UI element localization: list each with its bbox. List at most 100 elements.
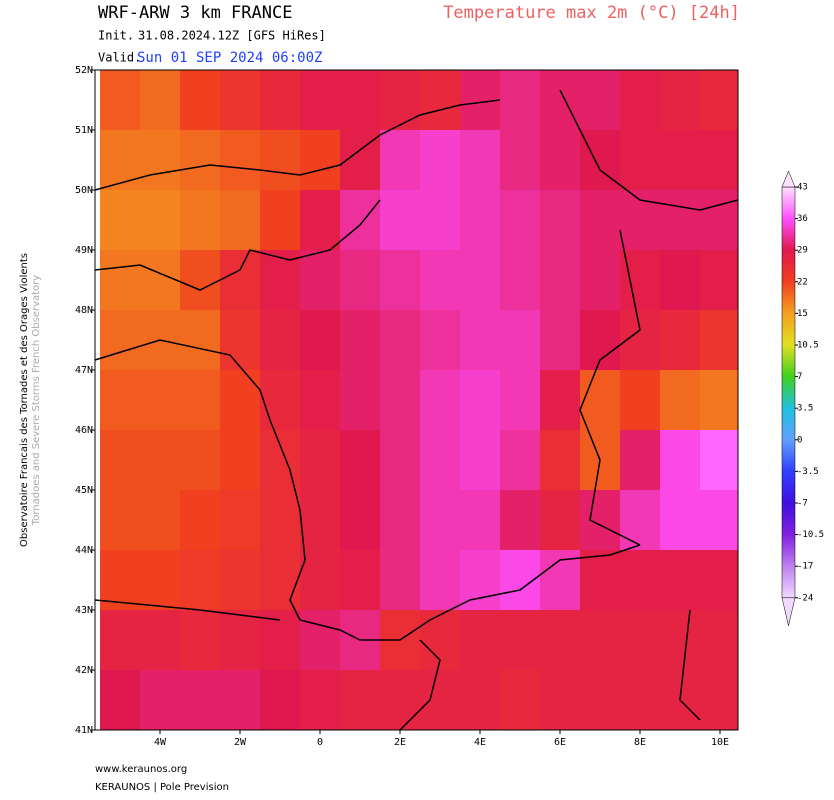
- side-text: Tornadoes and Severe Storms French Obser…: [31, 275, 42, 526]
- colorbar-tick-label: 22: [797, 277, 808, 287]
- field-cell: [380, 490, 420, 550]
- field-cell: [660, 70, 700, 130]
- field-cell: [420, 370, 460, 430]
- field-cell: [300, 310, 340, 370]
- y-tick-label: 49N: [75, 245, 93, 256]
- field-cell: [180, 310, 220, 370]
- field-cell: [660, 190, 700, 250]
- field-cell: [140, 370, 180, 430]
- parameter-title: Temperature max 2m (°C) [24h]: [443, 3, 740, 23]
- field-cell: [100, 310, 140, 370]
- field-cell: [660, 310, 700, 370]
- field-cell: [460, 670, 500, 730]
- field-cell: [620, 550, 660, 610]
- field-cell: [420, 250, 460, 310]
- field-cell: [260, 310, 300, 370]
- field-cell: [100, 250, 140, 310]
- field-cell: [340, 670, 380, 730]
- field-cell: [540, 490, 580, 550]
- field-cell: [500, 130, 540, 190]
- field-cell: [100, 370, 140, 430]
- field-cell: [220, 370, 260, 430]
- field-cell: [660, 550, 700, 610]
- field-cell: [140, 550, 180, 610]
- field-cell: [460, 70, 500, 130]
- colorbar-tick-label: 36: [797, 214, 808, 224]
- field-cell: [180, 190, 220, 250]
- field-cell: [100, 610, 140, 670]
- field-cell: [700, 190, 738, 250]
- field-cell: [540, 610, 580, 670]
- field-cell: [540, 250, 580, 310]
- field-cell: [420, 670, 460, 730]
- field-cell: [700, 130, 738, 190]
- field-cell: [340, 250, 380, 310]
- field-cell: [180, 490, 220, 550]
- y-tick-label: 43N: [75, 605, 93, 616]
- field-cell: [460, 430, 500, 490]
- init-label: Init.: [98, 29, 134, 43]
- colorbar-end: [781, 170, 796, 188]
- field-cell: [420, 550, 460, 610]
- field-cell: [700, 430, 738, 490]
- field-cell: [580, 70, 620, 130]
- field-cell: [300, 490, 340, 550]
- field-cell: [340, 490, 380, 550]
- colorbar: 43 36 29 22 15 10.5 7 3.5 0 -3.5 -7 -10.5 -17 -24: [781, 170, 824, 626]
- field-cell: [220, 550, 260, 610]
- field-cell: [380, 70, 420, 130]
- field-cell: [220, 490, 260, 550]
- field-cell: [140, 70, 180, 130]
- field-cell: [580, 490, 620, 550]
- field-cell: [540, 670, 580, 730]
- field-cell: [260, 670, 300, 730]
- field-cell: [260, 190, 300, 250]
- field-cell: [300, 550, 340, 610]
- field-cell: [460, 190, 500, 250]
- field-cell: [180, 610, 220, 670]
- field-cell: [420, 190, 460, 250]
- field-cell: [500, 70, 540, 130]
- y-tick-label: 50N: [75, 185, 93, 196]
- field-cell: [340, 550, 380, 610]
- field-cell: [620, 130, 660, 190]
- field-cell: [180, 550, 220, 610]
- footer-site: www.keraunos.org: [95, 764, 187, 775]
- map-frame: [94, 69, 739, 731]
- side-text: Observatoire Francais des Tornades et de…: [19, 253, 30, 547]
- field-cell: [260, 130, 300, 190]
- field-cell: [100, 190, 140, 250]
- y-tick-label: 47N: [75, 365, 93, 376]
- field-cell: [300, 130, 340, 190]
- field-cell: [180, 130, 220, 190]
- field-cell: [380, 130, 420, 190]
- field-cell: [500, 250, 540, 310]
- field-cell: [620, 70, 660, 130]
- field-cell: [220, 610, 260, 670]
- field-cell: [660, 490, 700, 550]
- field-cell: [300, 670, 340, 730]
- colorbar-tick-label: -17: [797, 562, 813, 572]
- field-cell: [340, 370, 380, 430]
- field-cell: [700, 670, 738, 730]
- field-cell: [420, 130, 460, 190]
- field-cell: [540, 130, 580, 190]
- colorbar-tick-label: 7: [797, 372, 802, 382]
- y-tick-label: 48N: [75, 305, 93, 316]
- field-cell: [220, 670, 260, 730]
- colorbar-tick-label: 29: [797, 246, 808, 256]
- field-cell: [300, 370, 340, 430]
- field-cell: [260, 430, 300, 490]
- field-cell: [700, 610, 738, 670]
- field-cell: [540, 310, 580, 370]
- field-cell: [420, 70, 460, 130]
- field-cell: [460, 250, 500, 310]
- field-cell: [580, 370, 620, 430]
- field-cell: [180, 250, 220, 310]
- field-cell: [660, 370, 700, 430]
- field-cell: [220, 250, 260, 310]
- field-cell: [500, 370, 540, 430]
- field-cell: [460, 130, 500, 190]
- field-cell: [100, 130, 140, 190]
